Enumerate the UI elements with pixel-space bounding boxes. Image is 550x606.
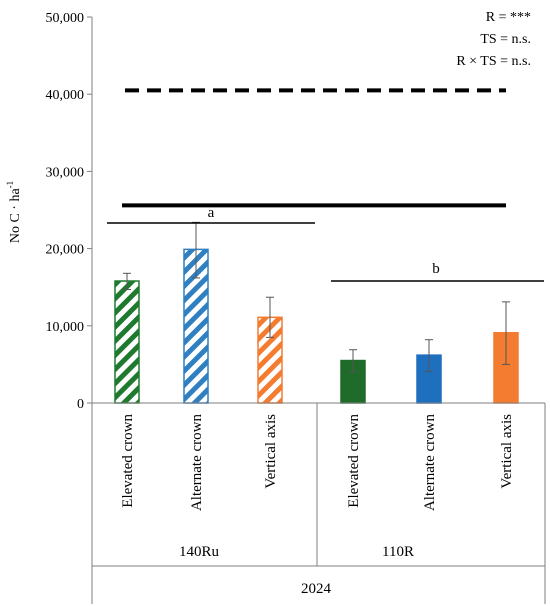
x-axis: Elevated crown Alternate crown Vertical ax… <box>91 402 546 604</box>
x-category-label: Alternate crown <box>422 414 438 512</box>
x-category-label: Vertical axis <box>499 414 515 489</box>
y-tick-label: 0 <box>77 397 84 412</box>
error-bars <box>123 221 510 373</box>
stat-line: TS = n.s. <box>480 32 531 47</box>
x-category-label: Elevated crown <box>120 414 136 508</box>
x-category-label: Alternate crown <box>189 414 205 512</box>
y-tick-label: 40,000 <box>46 88 85 103</box>
y-tick-label: 10,000 <box>46 320 85 335</box>
bar <box>114 280 140 404</box>
group-label: 140Ru <box>179 544 220 560</box>
significance-groups: ab <box>107 205 544 282</box>
y-tick-label: 50,000 <box>46 11 85 26</box>
bars <box>114 248 519 404</box>
stat-line: R × TS = n.s. <box>456 54 531 69</box>
y-tick-label: 30,000 <box>46 165 85 180</box>
y-axis-label-superscript: -1 <box>5 181 15 189</box>
group-label: 110R <box>382 544 414 560</box>
x-category-label: Vertical axis <box>263 414 279 489</box>
significance-letter: a <box>208 205 215 221</box>
y-axis-label: No C · ha-1 <box>5 181 23 243</box>
year-label: 2024 <box>301 581 332 597</box>
x-category-label: Elevated crown <box>346 414 362 508</box>
stats-annotation: R = *** TS = n.s. R × TS = n.s. <box>456 10 531 69</box>
y-axis: 0 10,000 20,000 30,000 40,000 50,000 <box>46 11 93 412</box>
reference-lines <box>122 88 506 208</box>
significance-letter: b <box>432 261 440 277</box>
y-tick-label: 20,000 <box>46 243 85 258</box>
bar <box>416 354 442 404</box>
stat-line: R = *** <box>486 10 531 25</box>
